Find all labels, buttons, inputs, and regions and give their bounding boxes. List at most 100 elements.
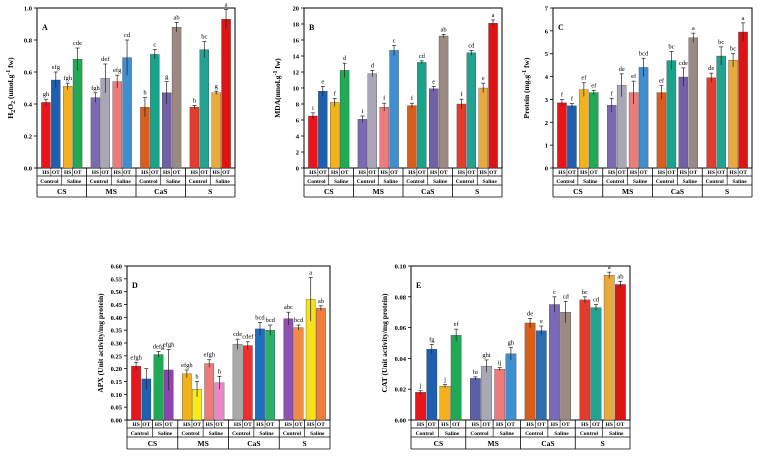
treatment-label: HS: [307, 422, 314, 428]
bar: [428, 88, 439, 169]
treatment-label: OT: [74, 170, 82, 176]
category-label: S: [208, 187, 212, 196]
category-label: S: [601, 439, 605, 448]
significance-label: cd: [593, 297, 600, 304]
category-label: MS: [198, 439, 209, 448]
category-label: MS: [622, 187, 633, 196]
panel-letter: B: [309, 23, 315, 32]
bar: [560, 312, 572, 421]
y-tick-label: 0: [545, 166, 548, 173]
treatment-label: OT: [428, 422, 436, 428]
bar: [524, 322, 536, 421]
significance-label: cd: [468, 42, 475, 49]
bar: [666, 60, 677, 169]
significance-label: efgh: [181, 362, 193, 369]
treatment-label: HS: [581, 422, 588, 428]
panel-letter: A: [42, 23, 48, 32]
significance-label: e: [432, 78, 435, 85]
subgroup-label: Saline: [215, 179, 230, 185]
y-tick-label: 4: [296, 134, 300, 141]
subgroup-label: Control: [606, 179, 625, 185]
y-tick-label: 0.6: [24, 70, 33, 77]
bar: [221, 19, 231, 169]
treatment-label: OT: [717, 170, 725, 176]
significance-label: fg: [429, 337, 435, 344]
bar: [439, 385, 451, 421]
treatment-label: OT: [618, 170, 626, 176]
treatment-label: HS: [256, 422, 263, 428]
subgroup-label: Saline: [383, 179, 398, 185]
bar: [638, 67, 649, 169]
significance-label: g: [215, 83, 219, 90]
category-label: CS: [573, 187, 583, 196]
significance-label: a: [692, 25, 695, 32]
bar: [579, 89, 589, 169]
y-tick-label: 18: [293, 22, 300, 29]
chart-panel-D: D 0.00 0.05 0.10 0.15 0.20 0.25 0.30 0.35 0.40 0.4…: [96, 264, 331, 450]
bar: [131, 365, 141, 421]
subgroup-label: Saline: [310, 431, 325, 437]
treatment-label: OT: [215, 422, 223, 428]
significance-label: ef: [659, 78, 665, 85]
significance-label: d: [343, 55, 347, 62]
significance-label: bc: [201, 34, 207, 41]
significance-label: ab: [173, 14, 179, 21]
y-tick-label: 0.00: [111, 418, 122, 425]
treatment-label: HS: [191, 170, 198, 176]
subgroup-label: Control: [139, 179, 158, 185]
bar: [466, 52, 476, 169]
y-axis-label: Protein (mg.g-1 fw): [522, 57, 531, 118]
significance-label: defg: [153, 343, 165, 350]
bar: [557, 102, 567, 169]
category-label: CaS: [541, 439, 554, 448]
subgroup-label: Saline: [334, 179, 349, 185]
bar: [415, 392, 426, 421]
treatment-label: OT: [537, 422, 545, 428]
y-tick-label: 0.00: [395, 418, 406, 425]
treatment-label: OT: [193, 422, 201, 428]
significance-label: h: [218, 368, 222, 375]
treatment-label: HS: [42, 170, 49, 176]
y-tick-label: 5: [545, 51, 549, 58]
significance-label: efgh: [163, 341, 175, 348]
treatment-label: HS: [630, 170, 637, 176]
subgroup-label: Saline: [259, 431, 274, 437]
bar: [255, 328, 265, 421]
significance-label: f: [611, 90, 614, 97]
y-tick-label: 0.20: [111, 366, 122, 373]
significance-label: a: [492, 12, 495, 19]
category-label: CaS: [247, 439, 260, 448]
bar: [603, 275, 615, 421]
subgroup-label: Saline: [583, 179, 598, 185]
y-tick-label: 3: [545, 97, 549, 104]
bar: [688, 37, 699, 169]
bar: [283, 318, 294, 421]
treatment-label: OT: [452, 422, 460, 428]
significance-label: de: [619, 66, 625, 73]
treatment-label: HS: [408, 170, 415, 176]
treatment-label: HS: [92, 170, 99, 176]
treatment-label: HS: [417, 422, 424, 428]
bar: [63, 86, 73, 169]
y-tick-label: 0.35: [111, 328, 123, 335]
treatment-label: OT: [173, 170, 181, 176]
treatment-label: HS: [606, 422, 613, 428]
treatment-label: HS: [114, 170, 121, 176]
significance-label: f: [460, 91, 463, 98]
y-axis-label: APX (Unit activity/mg protein): [96, 293, 105, 393]
subgroup-label: Control: [307, 179, 326, 185]
subgroup-label: Saline: [609, 431, 624, 437]
y-tick-label: 0.06: [395, 325, 407, 332]
significance-label: gh: [43, 91, 50, 98]
significance-label: c: [393, 38, 396, 45]
y-tick-label: 0.08: [395, 294, 407, 301]
treatment-label: HS: [458, 170, 465, 176]
significance-label: de: [527, 310, 533, 317]
treatment-label: HS: [141, 170, 148, 176]
significance-label: ef: [581, 75, 587, 82]
subgroup-label: Saline: [500, 431, 515, 437]
bar: [189, 107, 200, 169]
category-label: CaS: [421, 187, 434, 196]
